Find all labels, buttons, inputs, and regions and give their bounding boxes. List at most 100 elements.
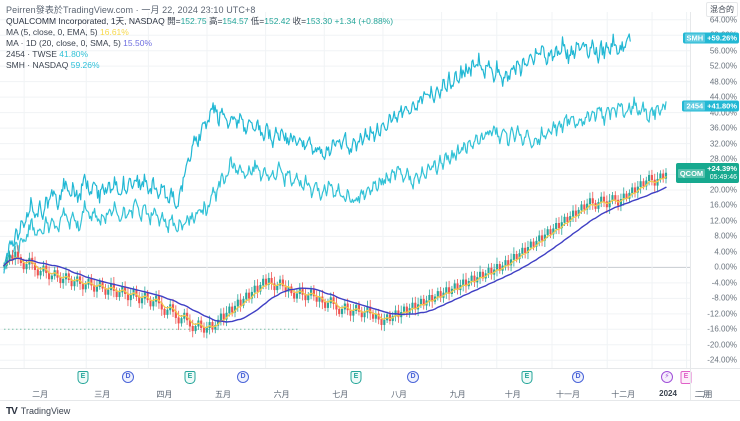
attribution-text: Peirren發表於TradingView.com · 一月 22, 2024 …	[6, 5, 256, 15]
candle-body	[507, 260, 510, 266]
series-line	[3, 176, 667, 329]
legend-row-compare-2454[interactable]: 2454 · TWSE 41.80%	[6, 49, 393, 60]
candle-body	[563, 216, 566, 223]
price-pill-smh[interactable]: SMH +59.26%	[682, 32, 739, 44]
time-scale[interactable]: 二月 三月 四月 五月 六月 七月 八月 九月 十月 十一月 十二月 2024 二月 E D E D E D E D ⚡ E	[0, 368, 711, 400]
event-marker-split[interactable]: ⚡	[661, 371, 673, 383]
time-tick-label: 二月	[32, 390, 49, 399]
candle-body	[555, 223, 558, 229]
legend-symbol-title: QUALCOMM Incorporated, 1天, NASDAQ	[6, 16, 165, 26]
price-scale[interactable]: 混合的 64.00%60.00%56.00%52.00%48.00%44.00%…	[675, 2, 740, 368]
event-marker-earnings[interactable]: E	[350, 371, 362, 384]
series-line	[3, 33, 631, 274]
candle-body	[39, 271, 42, 276]
candle-body	[566, 216, 569, 222]
candle-body	[140, 298, 144, 304]
candle-body	[59, 277, 62, 284]
legend-smh-value: 59.26%	[70, 60, 100, 70]
event-marker-earnings[interactable]: E	[680, 371, 692, 384]
legend-low-value: 152.42	[264, 16, 291, 26]
time-tick-label: 2024	[659, 389, 677, 398]
time-tick-label: 四月	[156, 390, 173, 399]
candle-body	[388, 314, 391, 322]
price-tick-label: 0.00%	[714, 262, 737, 272]
price-tick-label: -8.00%	[711, 293, 737, 303]
price-tick-label: 40.00%	[709, 108, 737, 118]
price-pill-qcom[interactable]: QCOM +24.39% 05:49:46	[675, 163, 739, 183]
pill-value: +59.26%	[707, 33, 737, 43]
candle-body	[222, 313, 225, 320]
candle-body	[462, 279, 465, 286]
candle-body	[357, 305, 360, 312]
candle-body	[177, 317, 180, 324]
candle-body	[405, 306, 408, 314]
event-marker-dividend[interactable]: D	[572, 371, 584, 383]
time-tick-label: 六月	[273, 390, 290, 399]
candle-body	[81, 283, 84, 290]
legend-smh-name: SMH · NASDAQ	[6, 60, 69, 70]
candle-body	[338, 308, 341, 315]
candle-body	[495, 264, 499, 270]
candle-body	[202, 327, 206, 333]
legend-row-sma[interactable]: MA · 1D (20, close, 0, SMA, 5) 15.50%	[6, 38, 393, 49]
event-marker-earnings[interactable]: E	[184, 371, 196, 384]
legend-row-compare-smh[interactable]: SMH · NASDAQ 59.26%	[6, 60, 393, 71]
candle-body	[664, 172, 668, 179]
event-marker-earnings[interactable]: E	[521, 371, 533, 384]
price-tick-label: -4.00%	[711, 278, 737, 288]
candle-body	[262, 278, 265, 286]
candle-body	[436, 291, 439, 298]
event-marker-dividend[interactable]: D	[237, 371, 249, 383]
price-tick-label: 52.00%	[709, 61, 737, 71]
candle-body	[228, 306, 231, 314]
price-pill-2454[interactable]: 2454 +41.80%	[682, 100, 739, 112]
candle-body	[152, 301, 155, 307]
candle-body	[264, 278, 268, 285]
legend-close-value: 153.30	[306, 16, 333, 26]
candle-body	[25, 264, 28, 270]
candle-body	[583, 204, 586, 210]
candle-body	[208, 322, 211, 329]
price-tick-label: 44.00%	[709, 92, 737, 102]
candle-body	[363, 312, 366, 318]
legend-sma-value: 15.50%	[123, 38, 153, 48]
candle-body	[580, 204, 583, 211]
candle-body	[95, 286, 99, 292]
price-tick-label: -16.00%	[707, 324, 737, 334]
candle-body	[166, 309, 169, 315]
chart-plot-area[interactable]	[0, 12, 690, 368]
time-tick-label: 九月	[449, 390, 466, 399]
time-tick-label: 十一月	[556, 390, 580, 399]
pill-countdown: 05:49:46	[709, 174, 737, 181]
legend-row-ema[interactable]: MA (5, close, 0, EMA, 5) 16.61%	[6, 27, 393, 38]
price-tick-label: 12.00%	[709, 216, 737, 226]
pill-ticker: 2454	[684, 101, 706, 111]
scale-mode-label[interactable]: 混合的	[706, 2, 738, 17]
candle-body	[48, 272, 51, 280]
candle-body	[211, 322, 214, 330]
legend-sma-name: MA · 1D (20, close, 0, SMA, 5)	[6, 38, 121, 48]
candle-body	[11, 254, 14, 260]
candle-body	[605, 201, 608, 208]
legend-2454-name: 2454 · TWSE	[6, 49, 57, 59]
candle-body	[191, 325, 194, 332]
event-marker-earnings[interactable]: E	[77, 371, 89, 384]
pill-ticker: QCOM	[677, 168, 706, 178]
candle-body	[253, 285, 256, 293]
candle-body	[236, 299, 239, 307]
series-line	[3, 96, 667, 270]
legend-close-label: 收=	[292, 16, 307, 26]
event-marker-dividend[interactable]: D	[407, 371, 419, 383]
time-tick-label: 五月	[215, 390, 231, 399]
candle-body	[419, 298, 422, 305]
event-marker-dividend[interactable]: D	[122, 371, 134, 383]
candle-body	[642, 181, 645, 187]
legend-row-symbol[interactable]: QUALCOMM Incorporated, 1天, NASDAQ 開= 152.…	[6, 16, 393, 27]
candle-body	[84, 284, 87, 290]
candle-body	[633, 187, 637, 193]
price-tick-label: 36.00%	[709, 123, 737, 133]
legend-open-label: 開=	[167, 16, 181, 26]
candle-body	[557, 223, 561, 229]
legend-high-value: 154.57	[222, 16, 249, 26]
